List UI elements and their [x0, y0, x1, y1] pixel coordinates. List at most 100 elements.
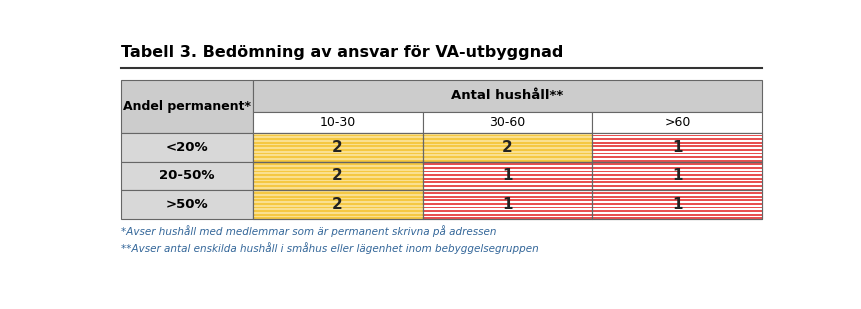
Text: >50%: >50% [165, 198, 208, 211]
Bar [422, 133, 592, 162]
Bar [252, 165, 422, 167]
Text: 2: 2 [331, 140, 343, 155]
Bar [252, 154, 422, 156]
Text: 2: 2 [331, 197, 343, 212]
Bar [422, 197, 592, 199]
Bar [252, 162, 422, 163]
Bar [422, 215, 592, 217]
Text: 20-50%: 20-50% [159, 169, 214, 182]
Bar [252, 169, 422, 171]
Bar [422, 183, 592, 185]
Bar [422, 208, 592, 210]
Bar [592, 133, 762, 162]
Bar [422, 172, 592, 174]
Bar [422, 165, 592, 167]
Text: 1: 1 [672, 197, 682, 212]
Bar [422, 151, 592, 153]
Bar [252, 183, 422, 185]
Text: >60: >60 [664, 116, 690, 129]
Bar [422, 154, 592, 156]
Bar [592, 158, 762, 160]
Bar [121, 133, 252, 162]
Bar [592, 190, 762, 219]
Text: Antal hushåll**: Antal hushåll** [451, 89, 563, 102]
Bar [422, 176, 592, 178]
Bar [592, 176, 762, 178]
Bar [592, 212, 762, 214]
Bar [252, 208, 422, 210]
Bar [592, 183, 762, 185]
Bar [422, 201, 592, 203]
Bar [422, 190, 592, 219]
Bar [252, 190, 422, 192]
Text: Andel permanent*: Andel permanent* [123, 100, 251, 113]
Bar [422, 194, 592, 196]
Bar [422, 136, 592, 138]
Bar [252, 215, 422, 217]
Bar [592, 140, 762, 142]
Bar [252, 136, 422, 138]
Bar [592, 144, 762, 145]
Text: *Avser hushåll med medlemmar som är permanent skrivna på adressen: *Avser hushåll med medlemmar som är perm… [121, 225, 496, 237]
Text: 1: 1 [502, 168, 512, 184]
Bar [422, 187, 592, 188]
Bar [252, 151, 422, 153]
Bar [252, 162, 422, 190]
Bar [422, 147, 592, 149]
Bar [422, 144, 592, 145]
Bar [422, 212, 592, 214]
Bar [252, 112, 422, 133]
Text: Tabell 3. Bedömning av ansvar för VA-utbyggnad: Tabell 3. Bedömning av ansvar för VA-utb… [121, 45, 563, 60]
Bar [422, 162, 592, 190]
Bar [592, 112, 762, 133]
Bar [422, 205, 592, 206]
Bar [592, 201, 762, 203]
Bar [422, 169, 592, 171]
Bar [252, 190, 422, 219]
Bar [422, 158, 592, 160]
Bar [592, 162, 762, 163]
Bar [592, 133, 762, 162]
Bar [592, 136, 762, 138]
Bar [422, 162, 592, 163]
Bar [592, 190, 762, 192]
Bar [252, 147, 422, 149]
Bar [592, 215, 762, 217]
Bar [252, 158, 422, 160]
Bar [252, 197, 422, 199]
Bar [592, 162, 762, 190]
Bar [252, 201, 422, 203]
Bar [252, 140, 422, 142]
Text: 30-60: 30-60 [489, 116, 525, 129]
Bar [252, 133, 422, 162]
Bar [592, 172, 762, 174]
Bar [252, 133, 422, 162]
Text: 1: 1 [672, 168, 682, 184]
Text: 1: 1 [502, 197, 512, 212]
Bar [592, 169, 762, 171]
Bar [592, 147, 762, 149]
Bar [422, 133, 592, 162]
Bar [422, 133, 592, 135]
Bar [252, 180, 422, 181]
Text: 10-30: 10-30 [319, 116, 356, 129]
Bar [592, 151, 762, 153]
Bar [422, 190, 592, 192]
Bar [592, 165, 762, 167]
Bar [422, 162, 592, 190]
Bar [252, 176, 422, 178]
Bar [592, 162, 762, 190]
Bar [252, 80, 761, 112]
Text: 2: 2 [331, 168, 343, 184]
Text: 1: 1 [672, 140, 682, 155]
Bar [592, 190, 762, 219]
Bar [592, 208, 762, 210]
Bar [592, 154, 762, 156]
Bar [592, 187, 762, 188]
Bar [252, 144, 422, 145]
Bar [422, 140, 592, 142]
Text: **Avser antal enskilda hushåll i småhus eller lägenhet inom bebyggelsegruppen: **Avser antal enskilda hushåll i småhus … [121, 242, 538, 254]
Bar [121, 190, 252, 219]
Bar [592, 205, 762, 206]
Text: <20%: <20% [165, 141, 208, 154]
